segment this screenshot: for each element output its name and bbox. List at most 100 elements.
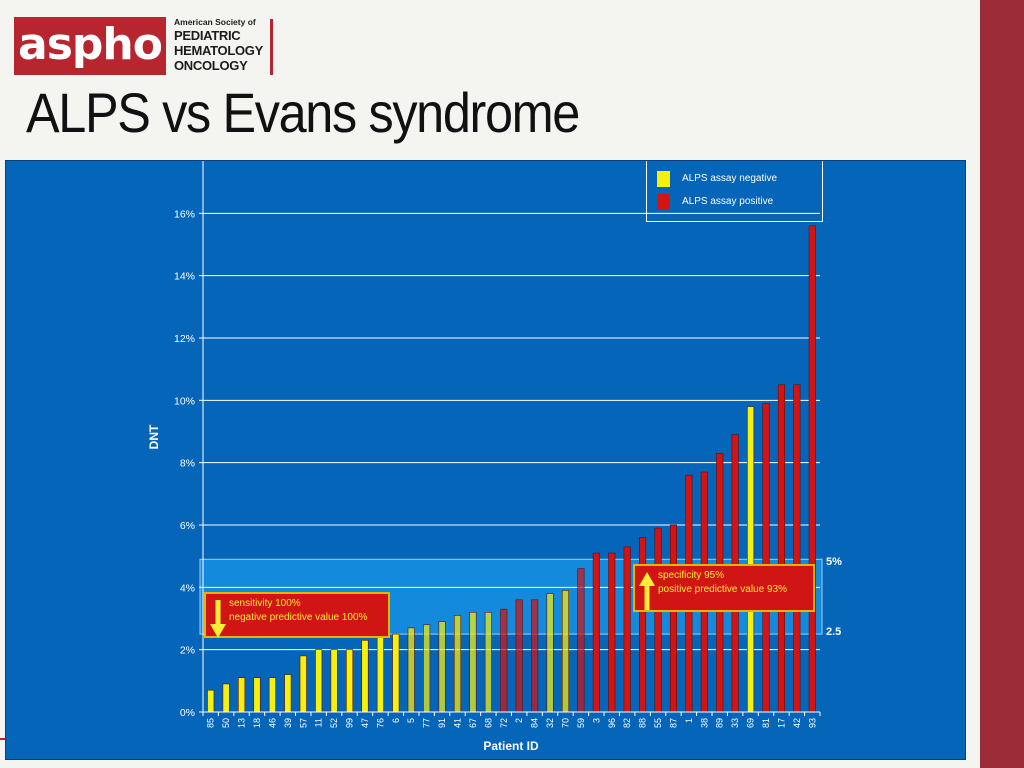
bar-patient-52 (330, 649, 338, 713)
bar-patient-91 (438, 621, 446, 713)
legend-label-positive: ALPS assay positive (682, 196, 774, 207)
logo-line-1: American Society of (174, 17, 256, 27)
bar-patient-11 (315, 649, 323, 713)
x-tick-label: 1 (684, 718, 694, 723)
y-axis-title: DNT (147, 424, 161, 449)
x-tick-label: 84 (530, 718, 540, 728)
bar-patient-69 (747, 406, 755, 713)
bar-patient-57 (299, 655, 307, 713)
arrow-up-icon (639, 572, 655, 610)
logo-mark: aspho (14, 17, 166, 75)
bar-patient-41 (453, 615, 462, 713)
bar-patient-99 (345, 649, 354, 713)
bar-patient-39 (284, 674, 292, 713)
bar-patient-46 (268, 677, 276, 713)
y-tick-label: 4% (180, 582, 195, 594)
x-tick-label: 39 (283, 718, 293, 728)
sensitivity-callout: sensitivity 100% negative predictive val… (204, 592, 390, 638)
x-tick-label: 96 (607, 718, 617, 728)
logo-divider (270, 19, 273, 75)
x-tick-label: 72 (499, 718, 509, 728)
bar-patient-84 (531, 599, 539, 713)
bar-patient-93 (808, 225, 816, 713)
x-tick-label: 82 (622, 718, 632, 728)
x-tick-label: 32 (545, 718, 555, 728)
x-tick-label: 17 (776, 718, 786, 728)
bar-patient-70 (561, 590, 570, 713)
x-axis-title: Patient ID (483, 739, 539, 753)
x-tick-label: 13 (237, 718, 247, 728)
x-tick-label: 41 (453, 718, 463, 728)
bar-patient-67 (469, 611, 477, 713)
x-tick-label: 57 (298, 718, 308, 728)
bar-patient-81 (762, 403, 770, 713)
x-tick-label: 55 (653, 718, 663, 728)
logo-line-3: HEMATOLOGY (174, 43, 263, 58)
sensitivity-line: sensitivity 100% (229, 598, 301, 609)
bar-patient-72 (500, 608, 508, 713)
x-tick-label: 91 (437, 718, 447, 728)
x-tick-label: 47 (360, 718, 370, 728)
x-tick-label: 2 (514, 718, 524, 723)
slide-accent-bar (980, 0, 1024, 768)
chart-container: 0%2%4%6%8%10%12%14%16%18% 85501318463957… (5, 160, 966, 760)
x-tick-label: 93 (807, 718, 817, 728)
bar-patient-87 (669, 524, 677, 713)
x-tick-label: 77 (422, 718, 432, 728)
legend-label-negative: ALPS assay negative (682, 173, 778, 184)
x-tick-label: 59 (576, 718, 586, 728)
bar-patient-47 (361, 640, 369, 713)
x-tick-label: 38 (699, 718, 709, 728)
x-tick-label: 89 (715, 718, 725, 728)
bar-patient-77 (423, 624, 431, 713)
specificity-line: specificity 95% (658, 570, 725, 581)
y-tick-label: 2% (180, 645, 195, 657)
x-tick-label: 70 (560, 718, 570, 728)
bar-patient-42 (793, 384, 801, 713)
bars (207, 225, 816, 713)
logo-wordmark: American Society of PEDIATRIC HEMATOLOGY… (174, 17, 268, 75)
bar-patient-82 (623, 546, 631, 713)
x-tick-label: 5 (406, 718, 416, 723)
x-tick-labels: 85 50 13 18 46 39 57 11 52 99 47 76 6 5 77 91 41 67 68 72 2 8… (206, 718, 818, 728)
y-tick-label: 6% (180, 520, 195, 532)
x-tick-label: 85 (206, 718, 216, 728)
bar-patient-59 (577, 568, 585, 713)
ppv-line: positive predictive value 93% (658, 584, 787, 595)
x-tick-label: 88 (638, 718, 648, 728)
bar-patient-5 (407, 627, 415, 713)
x-tick-label: 76 (375, 718, 385, 728)
slide-title: ALPS vs Evans syndrome (26, 81, 580, 144)
bar-patient-68 (484, 611, 492, 713)
x-tick-label: 67 (468, 718, 478, 728)
x-tick-label: 3 (591, 718, 601, 723)
bar-patient-6 (392, 633, 400, 713)
y-tick-label: 0% (180, 707, 195, 719)
x-tick-label: 33 (730, 718, 740, 728)
bar-patient-32 (546, 593, 554, 713)
bar-patient-13 (238, 677, 246, 713)
x-tick-label: 68 (483, 718, 493, 728)
y-tick-label: 10% (174, 395, 195, 407)
logo-line-4: ONCOLOGY (174, 58, 248, 73)
y-tick-label: 12% (174, 333, 195, 345)
y-tick-label: 16% (174, 208, 195, 220)
reference-label-upper: 5% (826, 556, 842, 568)
x-tick-label: 6 (391, 718, 401, 723)
sensitivity-text: sensitivity 100% negative predictive val… (229, 597, 367, 625)
bar-patient-17 (777, 384, 785, 713)
x-tick-label: 11 (314, 718, 324, 727)
chart-legend: ALPS assay negative ALPS assay positive (646, 161, 823, 222)
x-tick-label: 50 (221, 718, 231, 728)
bar-patient-76 (376, 636, 384, 713)
legend-swatch-negative (657, 171, 670, 187)
bar-patient-2 (515, 599, 523, 713)
bar-patient-18 (253, 677, 261, 713)
y-tick-label: 14% (174, 271, 195, 283)
bar-patient-50 (222, 683, 230, 713)
x-tick-label: 52 (329, 718, 339, 728)
bar-chart: 0%2%4%6%8%10%12%14%16%18% 85501318463957… (147, 161, 823, 753)
x-tick-label: 46 (267, 718, 277, 728)
y-tick-label: 8% (180, 458, 195, 470)
x-tick-label: 18 (252, 718, 262, 728)
